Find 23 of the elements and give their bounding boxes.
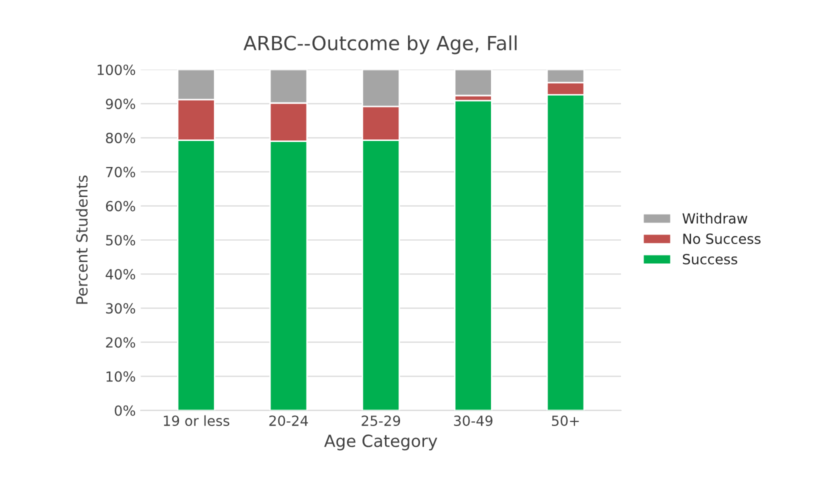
y-tick-label: 60% <box>106 200 136 212</box>
x-tick-label: 50+ <box>552 416 579 426</box>
x-tick-label: 20-24 <box>269 416 308 426</box>
y-tick-label: 10% <box>106 371 136 382</box>
y-tick-label: 50% <box>106 234 136 246</box>
x-tick-label: 30-49 <box>454 416 492 426</box>
y-tick-label: 80% <box>106 132 136 144</box>
chart-title: ARBC--Outcome by Age, Fall <box>244 35 517 54</box>
bar <box>454 100 492 410</box>
y-tick-label: 90% <box>106 98 136 110</box>
y-tick-label: 20% <box>106 337 136 348</box>
x-tick-label: 25-29 <box>362 416 400 426</box>
x-axis-title: Age Category <box>324 434 438 450</box>
x-tick-label: 19 or less <box>164 415 230 426</box>
y-axis-title: Percent Students <box>76 176 88 304</box>
y-tick-label: 40% <box>106 269 136 280</box>
legend-label: Withdraw <box>682 212 748 224</box>
y-tick-label: 0% <box>114 405 136 416</box>
legend-label: Success <box>682 254 738 264</box>
legend-label: No Success <box>683 234 761 244</box>
y-tick-label: 30% <box>106 303 136 314</box>
y-tick-label: 100% <box>98 64 136 76</box>
y-tick-label: 70% <box>106 166 136 178</box>
